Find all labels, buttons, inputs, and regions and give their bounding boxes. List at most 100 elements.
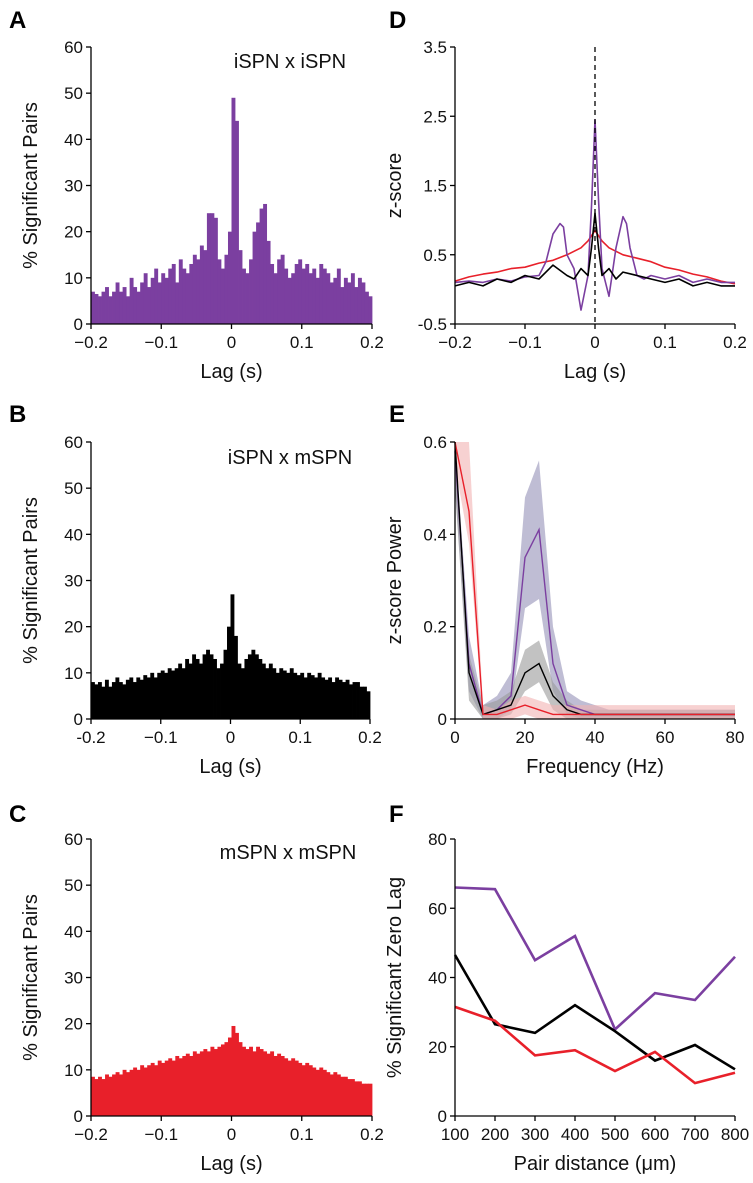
histogram-bar — [140, 1065, 145, 1116]
histogram-bar — [287, 1060, 292, 1116]
histogram-bar — [356, 682, 360, 719]
y-tick-label: 60 — [428, 899, 447, 918]
histogram-bar — [303, 677, 308, 719]
histogram-bar — [101, 686, 106, 719]
histogram-bar — [249, 259, 253, 324]
histogram-bar — [213, 658, 217, 719]
x-tick-label: 0.2 — [723, 333, 747, 352]
x-tick-label: 0 — [590, 333, 599, 352]
histogram-bar — [305, 1062, 310, 1116]
histogram-bar — [317, 672, 322, 719]
y-tick-label: 10 — [64, 1061, 83, 1080]
histogram-bar — [245, 273, 250, 324]
histogram-bar — [129, 1069, 134, 1116]
y-tick-label: 40 — [64, 922, 83, 941]
histogram-bar — [265, 668, 270, 719]
panel-letter: A — [9, 7, 26, 34]
histogram-bar — [305, 263, 310, 324]
y-tick-label: 3.5 — [423, 38, 447, 57]
histogram-bar — [119, 1074, 124, 1116]
histogram-bar — [122, 684, 127, 719]
histogram-bar — [240, 668, 245, 719]
confidence-band — [455, 442, 735, 719]
histogram-bar — [333, 1072, 338, 1116]
histogram-bar — [343, 277, 348, 324]
panel-title: mSPN x mSPN — [220, 842, 357, 864]
histogram-bar — [94, 293, 99, 324]
histogram-bar — [350, 273, 355, 324]
histogram-bar — [140, 282, 145, 324]
histogram-bar — [136, 291, 141, 324]
y-tick-label: 60 — [64, 433, 83, 452]
histogram-bar — [195, 658, 200, 719]
y-tick-label: 0 — [438, 710, 447, 729]
series-line — [454, 451, 735, 716]
histogram-bar — [104, 679, 109, 719]
histogram-bar — [223, 649, 228, 719]
y-tick-label: 1.5 — [423, 177, 447, 196]
x-tick-label: −0.1 — [144, 728, 178, 747]
y-tick-label: 0.5 — [423, 246, 447, 265]
histogram-bar — [94, 684, 99, 719]
histogram-bar — [224, 1042, 229, 1116]
y-axis-label: % Significant Zero Lag — [384, 877, 406, 1078]
histogram-bar — [340, 287, 345, 324]
histogram-bar — [252, 1051, 257, 1116]
histogram-bar — [336, 1074, 341, 1116]
histogram-bar — [328, 677, 333, 719]
x-tick-label: 0.1 — [290, 333, 314, 352]
x-tick-label: −0.1 — [508, 333, 542, 352]
histogram-bar — [161, 1062, 166, 1116]
histogram-bar — [294, 263, 299, 324]
y-tick-label: 0.2 — [423, 618, 447, 637]
histogram-bar — [188, 663, 193, 719]
histogram-bar — [91, 682, 95, 719]
histogram-bar — [275, 672, 280, 719]
y-tick-label: 0 — [74, 315, 83, 334]
histogram-bar — [150, 1062, 155, 1116]
histogram-bar — [287, 277, 292, 324]
histogram-bar — [259, 1049, 264, 1116]
histogram-bar — [336, 268, 341, 324]
histogram-bar — [206, 1051, 211, 1116]
histogram-bar — [143, 273, 148, 324]
histogram-bar — [122, 287, 127, 324]
histogram-bar — [307, 672, 312, 719]
x-tick-label: 60 — [656, 728, 675, 747]
histogram-bar — [357, 1081, 362, 1116]
histogram-bar — [118, 682, 123, 719]
histogram-bar — [136, 1069, 141, 1116]
histogram-bar — [224, 254, 229, 324]
histogram-bar — [171, 670, 176, 719]
histogram-bar — [361, 1083, 366, 1116]
histogram-bar — [154, 1065, 159, 1116]
histogram-bar — [227, 626, 231, 719]
y-axis-label: % Significant Pairs — [20, 102, 42, 269]
histogram-bar — [247, 654, 252, 719]
y-tick-label: 50 — [64, 876, 83, 895]
histogram-bar — [101, 291, 106, 324]
histogram-bar — [289, 668, 294, 719]
x-axis-label: Lag (s) — [200, 361, 262, 383]
y-tick-label: 0 — [438, 1107, 447, 1126]
histogram-bar — [108, 1076, 113, 1116]
histogram-bar — [340, 1076, 345, 1116]
histogram-bar — [277, 259, 282, 324]
histogram-bar — [126, 296, 131, 324]
histogram-bar — [105, 1074, 109, 1116]
panel-f: F 100 200 300 400 500 600 700 800 0 20 40 60 80 Pair d… — [384, 801, 749, 1175]
histogram-bar — [164, 672, 169, 719]
y-tick-label: 40 — [64, 130, 83, 149]
histogram-bar — [347, 282, 352, 324]
histogram-bar — [273, 273, 278, 324]
histogram-bar — [266, 240, 271, 324]
y-tick-label: 30 — [64, 969, 83, 988]
x-tick-label: 0.1 — [290, 1125, 314, 1144]
panel-e: E 0 20 40 60 80 0 0.2 0.4 0.6 Frequency (Hz) z-scor… — [384, 401, 744, 778]
y-axis-label: % Significant Pairs — [20, 894, 42, 1061]
histogram-bar — [238, 1042, 243, 1116]
histogram-bar — [122, 1069, 127, 1116]
histogram-bar — [277, 1053, 282, 1116]
